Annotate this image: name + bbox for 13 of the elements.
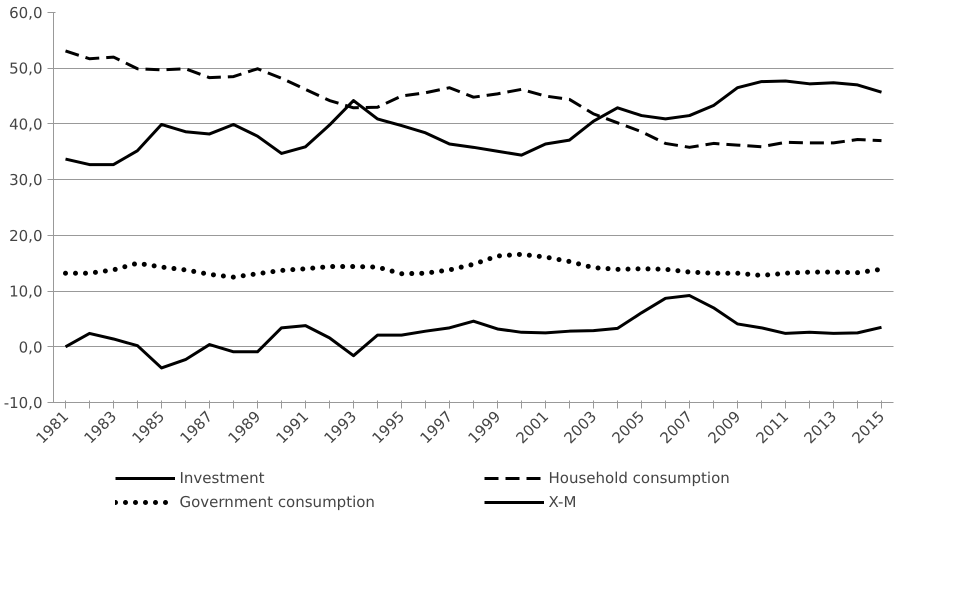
legend-label: Government consumption [180,493,376,511]
y-tick-label: 60,0 [9,4,43,22]
y-tick-label: 10,0 [9,282,43,301]
line-series [64,294,883,370]
y-tick-label: -10,0 [4,394,42,412]
y-tick-label: 0,0 [18,338,43,356]
legend-label: Household consumption [548,469,731,487]
legend-label: Investment [180,469,266,487]
y-tick-label: 40,0 [9,115,43,134]
legend-label: X-M [548,493,578,511]
y-tick-label: 50,0 [9,60,43,78]
y-tick-label: 30,0 [9,171,43,190]
y-tick-label: 20,0 [9,226,43,245]
